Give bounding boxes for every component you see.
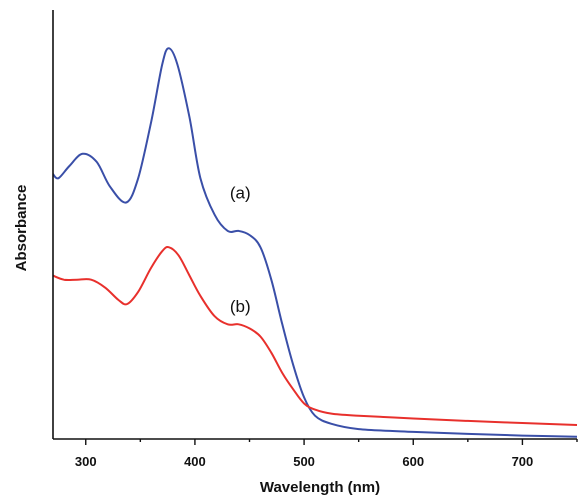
x-tick-label: 700 <box>512 454 534 469</box>
plot-area <box>52 47 578 438</box>
series-a-line <box>52 47 578 438</box>
x-tick-label: 500 <box>293 454 315 469</box>
series-b-line <box>52 246 578 426</box>
x-tick-label: 400 <box>184 454 206 469</box>
series-a-label: (a) <box>230 183 251 202</box>
x-axis-title: Wavelength (nm) <box>260 479 380 495</box>
series-b-label: (b) <box>230 297 251 316</box>
x-ticks: 300 400 500 600 700 <box>75 439 578 469</box>
x-tick-label: 300 <box>75 454 97 469</box>
axes <box>52 10 577 440</box>
x-tick-label: 600 <box>402 454 424 469</box>
y-axis-title: Absorbance <box>13 185 30 272</box>
